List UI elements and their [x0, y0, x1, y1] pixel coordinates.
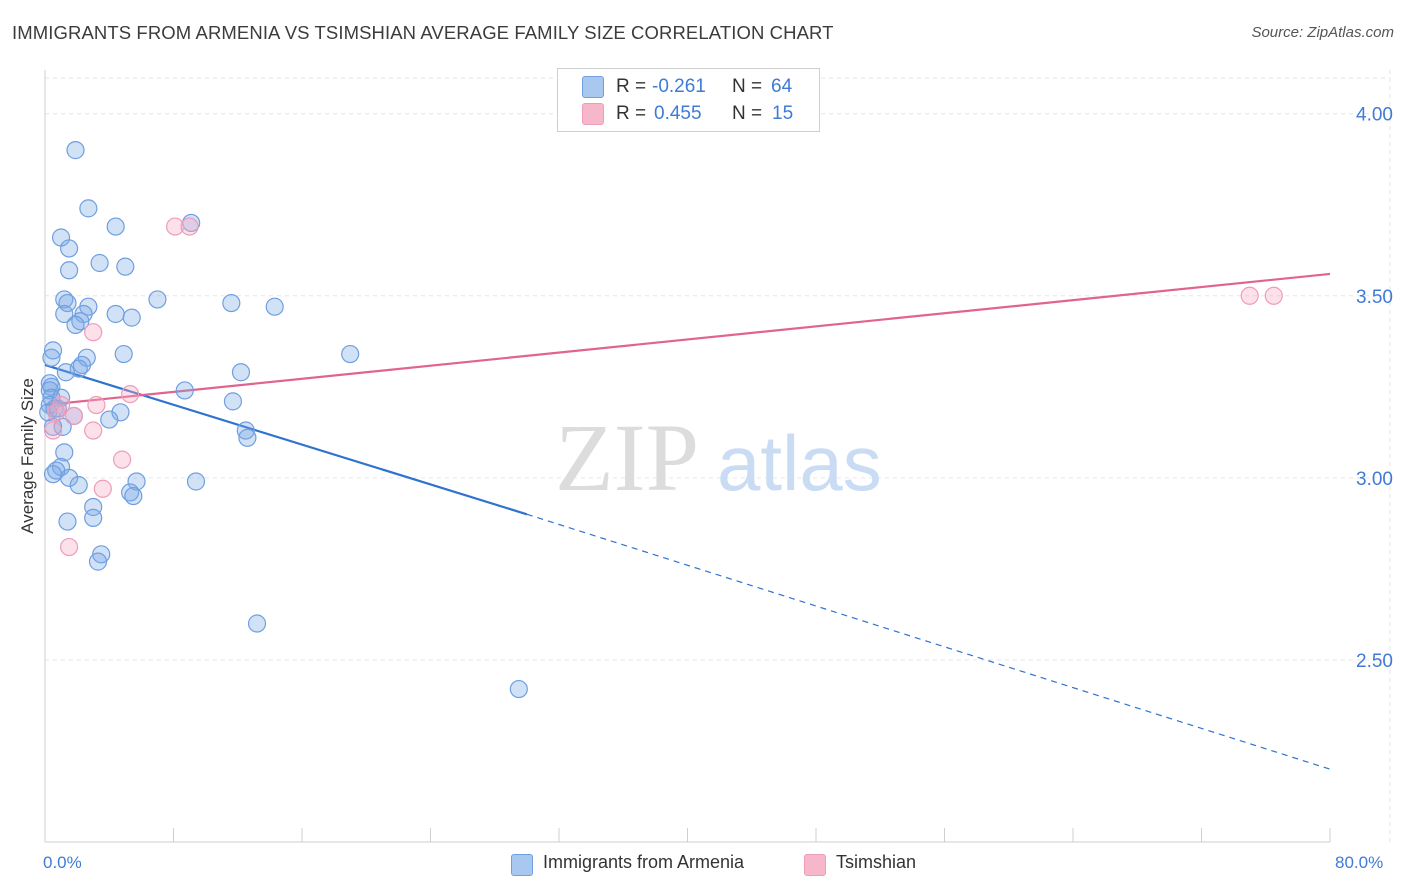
point-armenia [509, 679, 528, 699]
point-armenia [43, 465, 63, 484]
point-armenia [222, 293, 241, 313]
watermark-zip: ZIP [555, 404, 699, 511]
point-armenia [59, 239, 79, 258]
point-armenia [124, 486, 143, 506]
correlation-legend: R = -0.261 N = 64 R = 0.455 N = 15 [557, 68, 820, 132]
point-armenia [90, 253, 109, 273]
point-armenia [186, 472, 206, 491]
point-armenia [66, 141, 85, 160]
x-tick-label-min: 0.0% [43, 853, 82, 872]
point-armenia [106, 304, 125, 324]
legend-n-value: 15 [772, 103, 794, 124]
point-armenia [111, 403, 130, 422]
point-armenia [265, 297, 284, 316]
point-armenia [175, 381, 194, 400]
point-armenia [247, 614, 267, 633]
data-points [39, 141, 1283, 699]
y-axis-label: Average Family Size [18, 378, 37, 534]
point-armenia [114, 344, 133, 364]
point-armenia [100, 410, 119, 429]
y-tick-label: 3.00 [1356, 469, 1393, 490]
point-tsimshian [180, 217, 199, 236]
point-armenia [84, 497, 103, 517]
axis-ticks: 2.50 3.00 3.50 4.00 [1356, 105, 1393, 672]
legend-n-label: N = [732, 76, 763, 97]
point-armenia [122, 308, 141, 327]
point-armenia [58, 512, 77, 531]
point-armenia [55, 304, 74, 324]
point-tsimshian [166, 217, 185, 236]
trendline-tsimshian [44, 272, 1331, 407]
point-armenia [51, 388, 71, 407]
watermark-atlas: atlas [717, 419, 882, 507]
point-armenia [66, 315, 85, 335]
watermark: ZIP atlas [555, 404, 882, 511]
point-armenia [58, 293, 77, 313]
point-armenia [42, 348, 61, 367]
point-armenia [69, 476, 88, 495]
point-tsimshian [112, 450, 132, 469]
point-armenia [88, 552, 108, 571]
bottom-legend-swatch-pink [804, 854, 826, 876]
point-armenia [59, 261, 79, 280]
trendline-armenia-projection [526, 513, 1331, 770]
trendline-armenia [44, 363, 528, 516]
point-armenia [127, 472, 146, 491]
point-tsimshian [64, 406, 84, 426]
point-tsimshian [84, 421, 103, 440]
point-armenia [223, 392, 243, 411]
point-armenia [106, 217, 125, 236]
y-tick-label: 4.00 [1356, 105, 1393, 126]
point-tsimshian [47, 403, 66, 422]
point-tsimshian [93, 479, 112, 498]
point-armenia [116, 257, 135, 276]
grid-lines [45, 70, 1391, 842]
point-armenia [148, 290, 167, 309]
point-armenia [341, 344, 360, 364]
legend-r-value: -0.261 [652, 76, 706, 97]
legend-r-label: R = [616, 103, 647, 124]
source-label: Source: ZipAtlas.com [1251, 24, 1394, 41]
bottom-legend-label: Immigrants from Armenia [543, 852, 745, 872]
point-armenia [59, 468, 79, 487]
point-tsimshian [87, 395, 106, 415]
y-tick-label: 2.50 [1356, 651, 1393, 672]
point-tsimshian [59, 537, 79, 557]
point-tsimshian [43, 421, 63, 440]
legend-swatch-pink [582, 103, 604, 125]
point-tsimshian [1240, 286, 1259, 305]
point-armenia [55, 443, 74, 462]
point-armenia [40, 381, 59, 400]
point-armenia [84, 508, 103, 528]
chart-title: IMMIGRANTS FROM ARMENIA VS TSIMSHIAN AVE… [12, 22, 834, 43]
legend-r-value: 0.455 [654, 103, 702, 124]
point-armenia [79, 199, 98, 218]
point-armenia [236, 421, 255, 440]
point-armenia [56, 363, 75, 382]
y-tick-label: 3.50 [1356, 287, 1393, 308]
legend-r-label: R = [616, 76, 647, 97]
point-tsimshian [121, 384, 140, 404]
point-armenia [238, 428, 257, 447]
point-tsimshian [1264, 286, 1283, 305]
trend-lines [44, 272, 1331, 770]
point-tsimshian [84, 323, 103, 342]
bottom-legend-swatch-blue [511, 854, 533, 876]
legend-n-value: 64 [771, 76, 793, 97]
bottom-legend-label: Tsimshian [836, 852, 917, 872]
legend-n-label: N = [732, 103, 763, 124]
legend-swatch-blue [582, 76, 604, 98]
point-armenia [231, 363, 251, 382]
x-tick-label-max: 80.0% [1335, 853, 1384, 872]
point-armenia [43, 341, 63, 360]
axes [44, 70, 1331, 843]
point-armenia [42, 388, 61, 407]
